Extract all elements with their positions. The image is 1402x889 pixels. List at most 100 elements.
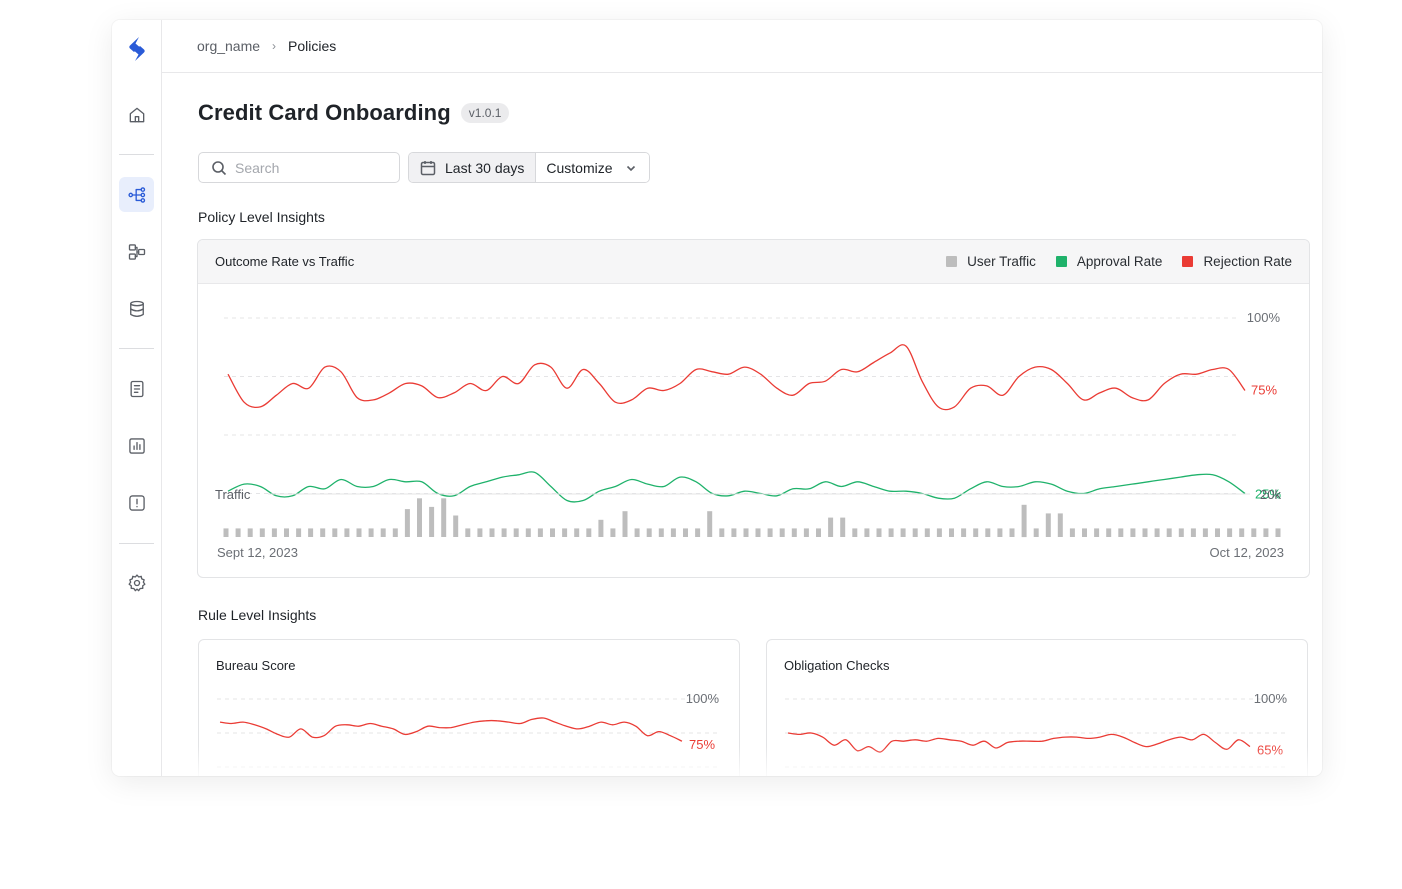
- legend-item-traffic[interactable]: User Traffic: [946, 254, 1036, 269]
- traffic-bar: [1142, 528, 1148, 537]
- alert-icon: [128, 494, 145, 511]
- traffic-bar: [247, 528, 253, 537]
- sidebar-divider: [119, 543, 154, 544]
- search-box[interactable]: [198, 152, 400, 183]
- traffic-bar: [1021, 504, 1027, 538]
- traffic-bar: [320, 528, 326, 537]
- sidebar-item-docs[interactable]: [119, 371, 154, 406]
- customize-dropdown[interactable]: Customize: [536, 153, 649, 182]
- x-end-label: Oct 12, 2023: [1210, 545, 1284, 560]
- traffic-bar: [791, 528, 797, 537]
- traffic-bar: [876, 528, 882, 537]
- traffic-bar: [271, 528, 277, 537]
- traffic-bar: [429, 506, 435, 537]
- y-tick-label: 100%: [686, 691, 720, 706]
- traffic-bar: [1106, 528, 1112, 537]
- traffic-bar: [1263, 528, 1269, 537]
- traffic-bar: [816, 528, 821, 537]
- traffic-bar: [1118, 528, 1124, 537]
- traffic-bar: [598, 519, 604, 537]
- rejection-rate-line: [787, 732, 1251, 753]
- rejection-end-label: 75%: [689, 737, 715, 752]
- traffic-bar: [550, 528, 555, 537]
- logo-icon[interactable]: [125, 36, 149, 62]
- traffic-bar: [1202, 528, 1208, 537]
- traffic-bar: [912, 528, 918, 537]
- section-title-rule: Rule Level Insights: [198, 607, 317, 623]
- app-window: org_name › Policies Credit Card Onboardi…: [112, 20, 1322, 776]
- sidebar-item-rules[interactable]: [119, 234, 154, 269]
- traffic-bar: [1045, 513, 1051, 537]
- traffic-bar: [525, 528, 531, 537]
- traffic-bar: [695, 528, 701, 537]
- legend-item-rejection[interactable]: Rejection Rate: [1182, 254, 1292, 269]
- rejection-rate-line: [227, 344, 1246, 411]
- traffic-bar: [755, 528, 761, 537]
- traffic-bar: [840, 517, 846, 537]
- traffic-bar: [1154, 528, 1160, 537]
- traffic-bar: [1239, 528, 1245, 537]
- traffic-bar: [1251, 528, 1257, 537]
- traffic-bar: [731, 528, 737, 537]
- sidebar-item-home[interactable]: [119, 97, 154, 132]
- traffic-bar: [743, 528, 749, 537]
- traffic-bar: [562, 528, 568, 537]
- outcome-chart-card: Outcome Rate vs Traffic User Traffic App…: [197, 239, 1310, 578]
- legend-label: Approval Rate: [1076, 254, 1163, 269]
- traffic-bar: [658, 528, 664, 537]
- sidebar-item-policies[interactable]: [119, 177, 154, 212]
- traffic-bar: [332, 528, 338, 537]
- traffic-bar: [767, 528, 773, 537]
- approval-rate-line: [227, 471, 1246, 503]
- rejection-end-label: 65%: [1257, 743, 1283, 758]
- traffic-bar: [1275, 528, 1281, 537]
- traffic-bar: [417, 498, 422, 537]
- traffic-bar: [1130, 528, 1136, 537]
- sidebar-divider: [119, 348, 154, 349]
- date-range-group: Last 30 days Customize: [408, 152, 650, 183]
- section-title-policy: Policy Level Insights: [198, 209, 325, 225]
- traffic-bar: [296, 528, 302, 537]
- workflow-icon: [127, 186, 145, 203]
- traffic-bar: [803, 528, 809, 537]
- traffic-bar: [707, 511, 713, 537]
- traffic-bar: [586, 528, 592, 537]
- traffic-bar: [1057, 513, 1063, 537]
- approval-end-label: 25%: [1255, 487, 1281, 502]
- sidebar-item-reports[interactable]: [119, 428, 154, 463]
- traffic-bar: [477, 528, 483, 537]
- traffic-bar: [1069, 528, 1075, 537]
- sidebar-item-data[interactable]: [119, 291, 154, 326]
- legend-swatch: [946, 256, 958, 267]
- x-start-label: Sept 12, 2023: [217, 545, 298, 560]
- traffic-bar: [223, 528, 229, 537]
- title-row: Credit Card Onboarding v1.0.1: [198, 100, 510, 126]
- traffic-bar: [537, 528, 543, 537]
- obligation-checks-title: Obligation Checks: [784, 658, 890, 673]
- traffic-bar: [949, 528, 954, 537]
- traffic-bar: [779, 528, 785, 537]
- legend-item-approval[interactable]: Approval Rate: [1055, 254, 1163, 269]
- traffic-bar: [356, 528, 362, 537]
- search-input[interactable]: [235, 159, 385, 176]
- traffic-bar: [404, 509, 410, 537]
- traffic-bar: [719, 528, 725, 537]
- search-icon: [212, 160, 227, 175]
- traffic-bar: [1227, 528, 1233, 537]
- traffic-bar: [513, 528, 519, 537]
- traffic-bar: [852, 528, 858, 537]
- customize-label: Customize: [546, 159, 613, 176]
- legend-label: Rejection Rate: [1203, 254, 1292, 269]
- traffic-bar: [1178, 528, 1184, 537]
- y-tick-label: 100%: [1247, 310, 1281, 325]
- traffic-bar: [308, 528, 314, 537]
- traffic-max-label: 20k: [1260, 487, 1281, 502]
- sidebar-item-settings[interactable]: [119, 565, 154, 600]
- sidebar-item-alerts[interactable]: [119, 485, 154, 520]
- traffic-bar: [1009, 528, 1015, 537]
- traffic-bar: [259, 528, 265, 537]
- y-tick-label: 100%: [1254, 691, 1288, 706]
- date-range-button[interactable]: Last 30 days: [409, 153, 537, 182]
- legend-swatch: [1182, 256, 1194, 267]
- breadcrumb-root[interactable]: org_name: [197, 38, 261, 54]
